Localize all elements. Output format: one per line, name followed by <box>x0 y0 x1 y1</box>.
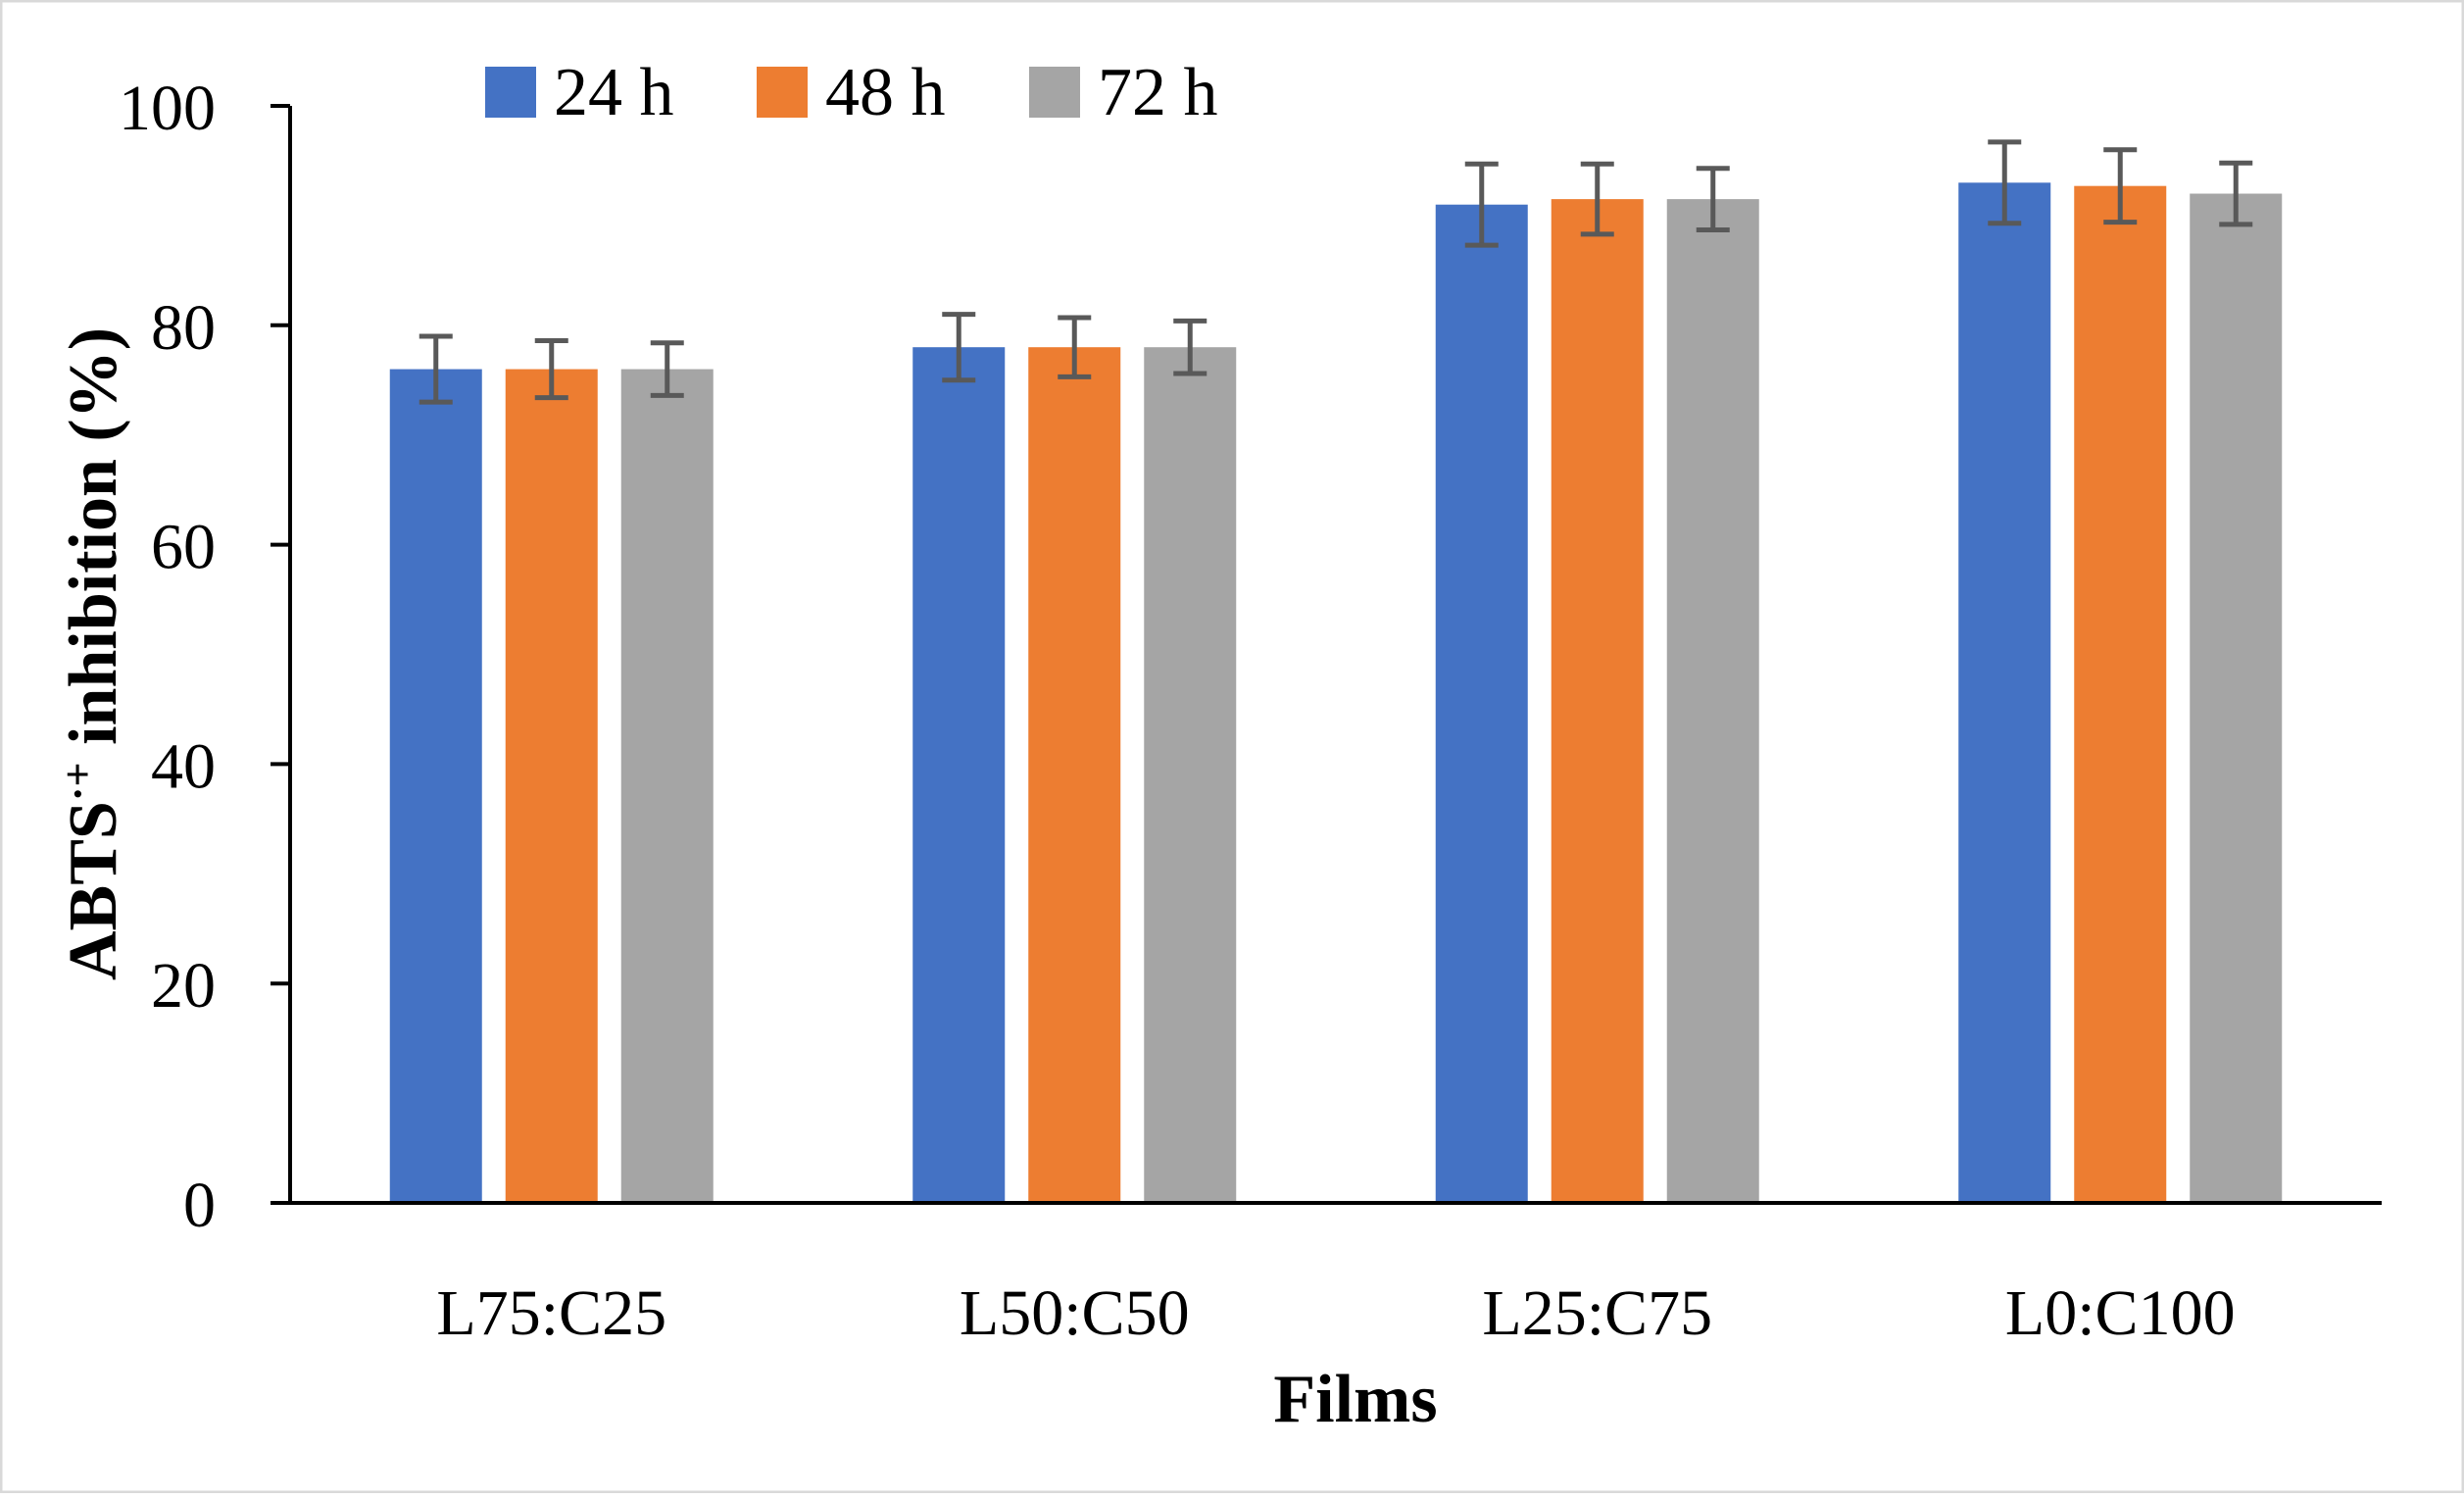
y-tick-label-20: 20 <box>151 950 216 1022</box>
legend-label-72h: 72 h <box>1098 55 1218 130</box>
y-axis-title: ABTS·+ inhibition (%) <box>54 327 131 980</box>
y-tick-label-80: 80 <box>151 292 216 364</box>
axes-group <box>271 106 2382 1205</box>
bar-L0:C100-48h <box>2074 185 2167 1203</box>
error-bar-L75:C25-72h <box>650 340 684 398</box>
legend-swatch-48h <box>757 67 808 118</box>
error-bar-L50:C50-72h <box>1173 318 1207 376</box>
error-bar-L0:C100-72h <box>2219 160 2253 227</box>
error-bar-L25:C75-24h <box>1464 161 1499 248</box>
y-ticks-group: 0 20 40 60 80 100 <box>119 73 290 1241</box>
x-axis-title: Films <box>1273 1362 1437 1437</box>
x-tick-label-L50:C50: L50:C50 <box>960 1277 1190 1349</box>
bar-L75:C25-72h <box>620 369 714 1203</box>
bar-L25:C75-24h <box>1435 204 1528 1203</box>
legend-swatch-72h <box>1029 67 1080 118</box>
error-bar-L75:C25-24h <box>419 333 453 405</box>
x-tick-label-L75:C25: L75:C25 <box>436 1277 666 1349</box>
bar-L75:C25-24h <box>389 369 482 1203</box>
bar-L25:C75-72h <box>1666 199 1759 1204</box>
bar-L0:C100-72h <box>2190 193 2283 1203</box>
error-bar-L25:C75-72h <box>1696 166 1730 232</box>
y-tick-label-40: 40 <box>151 730 216 802</box>
y-axis-title-superscript: ·+ <box>54 762 102 801</box>
x-tick-label-L25:C75: L25:C75 <box>1482 1277 1712 1349</box>
bars-group <box>389 182 2283 1204</box>
bar-L50:C50-72h <box>1144 347 1237 1203</box>
x-tick-label-L0:C100: L0:C100 <box>2005 1277 2236 1349</box>
y-tick-label-60: 60 <box>151 512 216 583</box>
error-bar-L25:C75-48h <box>1580 161 1614 237</box>
legend-label-48h: 48 h <box>825 55 946 130</box>
bar-L50:C50-24h <box>912 347 1006 1203</box>
x-ticks-group: L75:C25 L50:C50 L25:C75 L0:C100 <box>436 1277 2235 1349</box>
error-bar-L50:C50-48h <box>1058 315 1092 379</box>
y-axis-title-rest: inhibition (%) <box>56 327 131 762</box>
error-bar-L0:C100-48h <box>2103 147 2138 225</box>
legend: 24 h 48 h 72 h <box>485 55 1218 130</box>
bar-L25:C75-48h <box>1551 199 1644 1204</box>
y-axis-title-main: ABTS <box>56 801 131 980</box>
error-bar-L0:C100-24h <box>1988 139 2022 226</box>
y-tick-label-100: 100 <box>119 73 216 144</box>
bar-L50:C50-48h <box>1028 347 1121 1203</box>
error-bar-L75:C25-48h <box>534 337 568 401</box>
y-tick-label-0: 0 <box>183 1170 216 1241</box>
legend-swatch-24h <box>485 67 536 118</box>
error-bars-group <box>419 139 2253 405</box>
legend-label-24h: 24 h <box>554 55 674 130</box>
error-bar-L50:C50-24h <box>942 312 976 383</box>
bar-L75:C25-48h <box>505 369 598 1203</box>
bar-L0:C100-24h <box>1958 182 2051 1204</box>
